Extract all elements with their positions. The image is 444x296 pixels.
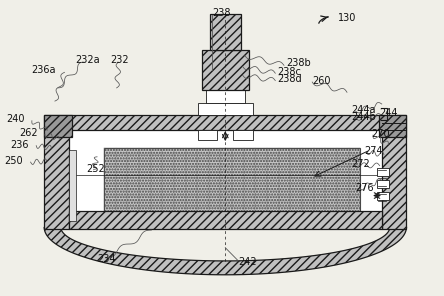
Text: 236: 236 (10, 140, 29, 150)
Bar (377, 192, 389, 200)
Bar (210, 14, 241, 50)
Text: 236a: 236a (31, 65, 56, 75)
Text: 244: 244 (380, 108, 398, 118)
Text: 274: 274 (365, 146, 383, 156)
Text: 238: 238 (212, 8, 231, 18)
Text: 130: 130 (338, 12, 357, 22)
Polygon shape (44, 227, 406, 275)
Bar (198, 103, 253, 115)
Bar (377, 168, 389, 176)
Bar (206, 90, 245, 103)
Bar (104, 148, 361, 219)
Text: 242: 242 (238, 257, 257, 267)
Bar (233, 130, 253, 140)
Text: 240: 240 (6, 114, 24, 124)
Text: 262: 262 (19, 128, 38, 138)
Text: 272: 272 (351, 159, 370, 169)
Bar (69, 211, 382, 229)
Bar (382, 130, 406, 229)
Text: 232: 232 (110, 55, 129, 65)
Bar (44, 115, 71, 137)
Text: 238b: 238b (286, 58, 311, 68)
Bar (202, 50, 249, 90)
Text: 244b: 244b (351, 112, 376, 122)
Text: 260: 260 (312, 75, 331, 86)
Bar (44, 115, 406, 130)
Text: 232a: 232a (75, 55, 100, 65)
Text: 238d: 238d (278, 74, 302, 84)
Bar (198, 130, 218, 140)
Text: 244a: 244a (351, 105, 376, 115)
Text: 234: 234 (97, 255, 115, 264)
Bar (69, 130, 382, 229)
Text: 252: 252 (86, 163, 105, 173)
Bar (44, 130, 69, 229)
Bar (377, 180, 389, 188)
Bar (69, 150, 76, 221)
Text: 238c: 238c (278, 67, 301, 77)
Text: 270: 270 (371, 129, 389, 139)
Text: 250: 250 (4, 156, 23, 166)
Text: 276: 276 (356, 183, 374, 193)
Bar (379, 115, 406, 137)
